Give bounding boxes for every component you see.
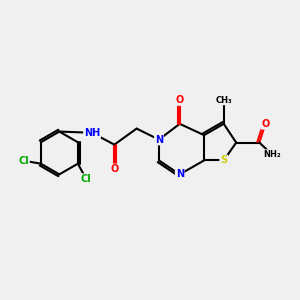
Text: Cl: Cl — [18, 156, 29, 166]
Text: O: O — [110, 164, 118, 174]
Text: CH₃: CH₃ — [215, 96, 232, 105]
Text: N: N — [155, 135, 163, 145]
Text: O: O — [261, 119, 269, 129]
Text: N: N — [176, 169, 184, 179]
Text: Cl: Cl — [81, 174, 92, 184]
Text: O: O — [176, 95, 184, 105]
Text: NH: NH — [84, 128, 100, 138]
Text: S: S — [220, 155, 227, 165]
Text: NH₂: NH₂ — [263, 150, 281, 159]
